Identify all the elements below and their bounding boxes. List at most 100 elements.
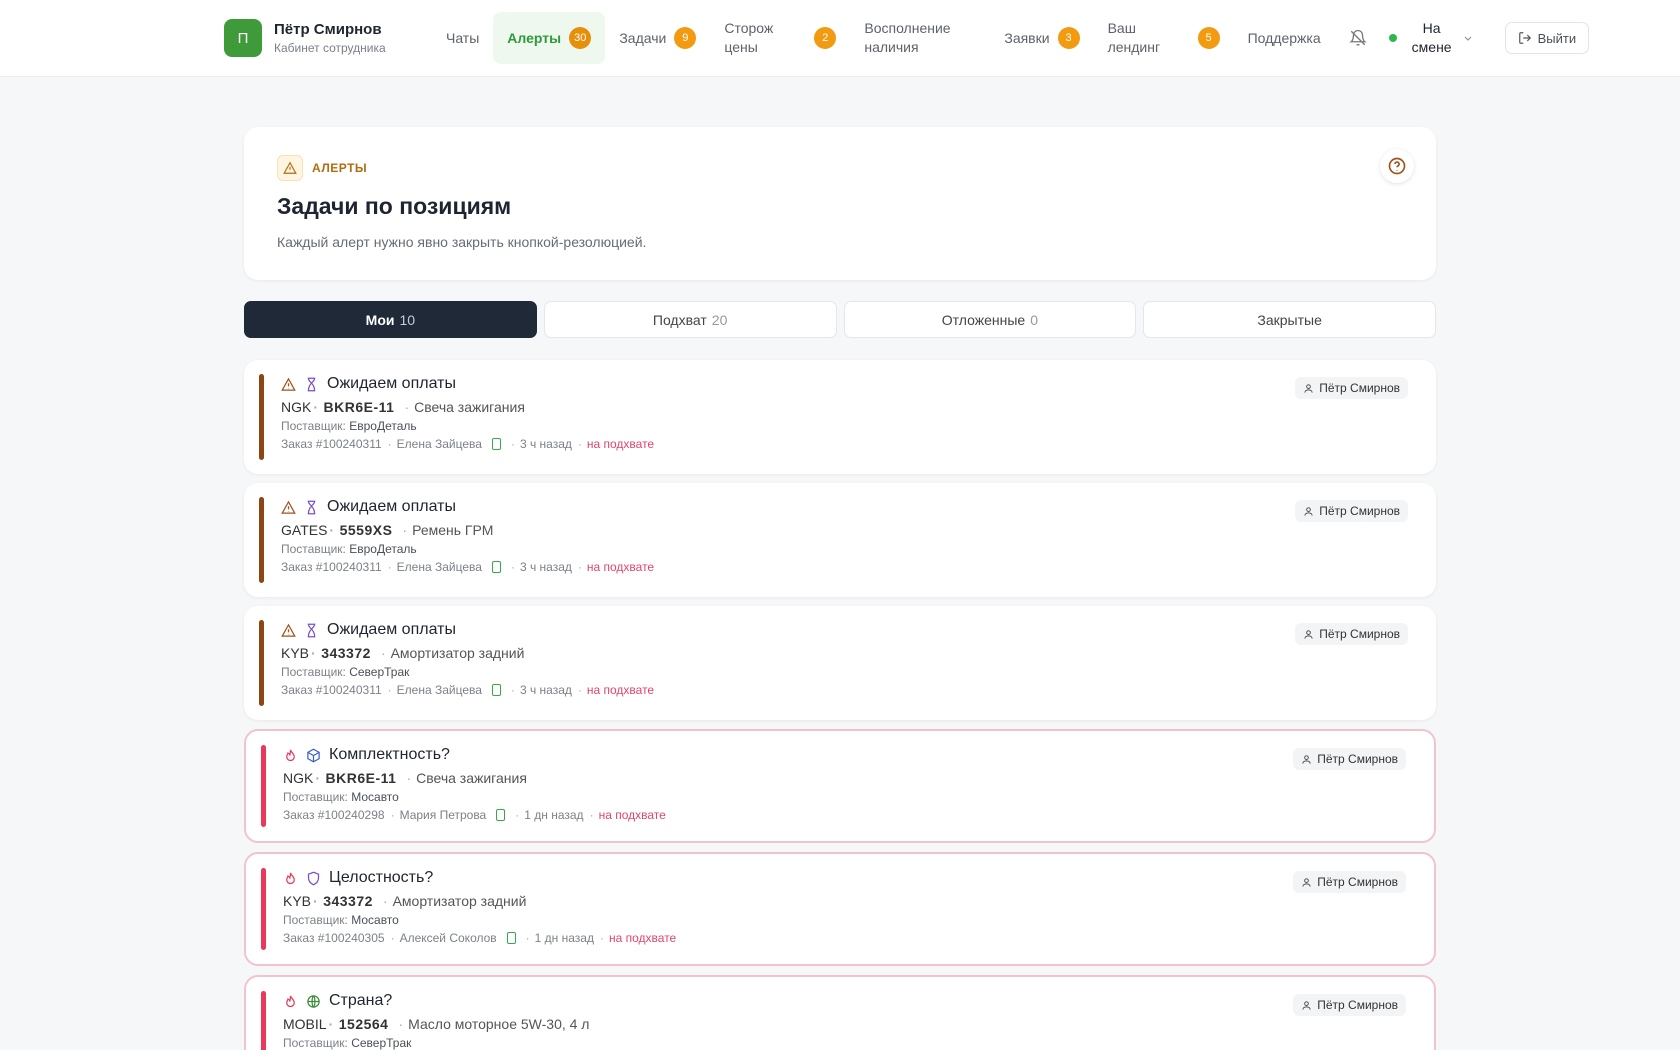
logout-label: Выйти	[1537, 30, 1577, 46]
order-row: Заказ #100240311 Елена Зайцева 3 ч назад на…	[281, 437, 1416, 451]
nav-label: Ваш лендинг	[1107, 20, 1161, 55]
supplier-row: Поставщик: СеверТрак	[281, 665, 1416, 679]
alert-title-row: Страна?	[283, 991, 1414, 1011]
tab-count: 0	[1030, 311, 1038, 328]
tab[interactable]: Подхват 20	[543, 301, 837, 338]
tab[interactable]: Отложенные 0	[843, 301, 1137, 338]
brand: NGK	[281, 399, 312, 415]
assignee-name: Пётр Смирнов	[1317, 998, 1398, 1012]
avatar: П	[224, 19, 262, 57]
phone-icon	[491, 438, 501, 450]
assignee-name: Пётр Смирнов	[1317, 875, 1398, 889]
supplier: СеверТрак	[349, 665, 410, 679]
product-name: Амортизатор задний	[383, 893, 527, 909]
icon	[281, 377, 296, 391]
assignee: Пётр Смирнов	[1295, 623, 1408, 645]
user-role: Кабинет сотрудника	[274, 41, 386, 55]
accent-bar	[261, 991, 266, 1050]
alert-card[interactable]: Страна? MOBIL152564 Масло моторное 5W-30, …	[244, 975, 1436, 1050]
status: на подхвате	[578, 683, 654, 697]
page-description: Каждый алерт нужно явно закрыть кнопкой-…	[277, 234, 647, 250]
supplier-row: Поставщик: Мосавто	[283, 913, 1414, 927]
phone-icon	[506, 932, 516, 944]
notifications[interactable]	[1348, 29, 1367, 47]
nav-badge: 9	[674, 27, 697, 49]
alert-card[interactable]: Целостность? KYB343372 Амортизатор задний П…	[244, 852, 1436, 966]
phone-icon	[491, 561, 501, 573]
sku: 5559XS	[329, 522, 392, 538]
alert-title-row: Ожидаем оплаты	[281, 374, 1416, 394]
sku: 343372	[313, 893, 373, 909]
help-button[interactable]	[1380, 149, 1414, 183]
tab[interactable]: Мои 10	[244, 301, 537, 338]
page-title: Задачи по позициям	[277, 193, 512, 219]
supplier: ЕвроДеталь	[349, 419, 417, 433]
accent-bar	[261, 868, 266, 950]
user-icon	[1302, 1000, 1311, 1010]
time: 1 дн назад	[515, 808, 583, 822]
nav-item[interactable]: Сторож цены 2	[710, 12, 850, 64]
logout-button[interactable]: Выйти	[1504, 22, 1590, 54]
nav-badge: 30	[569, 27, 592, 49]
tab[interactable]: Закрытые	[1143, 301, 1436, 338]
supplier-label: Поставщик:	[281, 542, 346, 556]
icon	[307, 994, 320, 1008]
product-row: KYB343372 Амортизатор задний	[283, 893, 1414, 909]
nav-badge: 3	[1057, 27, 1080, 49]
person: Елена Зайцева	[388, 437, 482, 451]
supplier-label: Поставщик:	[281, 665, 346, 679]
assignee: Пётр Смирнов	[1293, 994, 1406, 1016]
icon	[286, 995, 295, 1007]
nav-item[interactable]: Чаты	[432, 12, 493, 64]
tab-count: 20	[711, 311, 728, 328]
intro-card: АЛЕРТЫ Задачи по позициям Каждый алерт н…	[244, 127, 1436, 280]
supplier-row: Поставщик: Мосавто	[283, 790, 1414, 804]
nav-item[interactable]: Задачи 9	[605, 12, 710, 64]
nav-item[interactable]: Восполнение наличия	[850, 12, 990, 64]
icon	[307, 871, 320, 885]
person: Алексей Соколов	[391, 931, 497, 945]
alert-title-row: Ожидаем оплаты	[281, 497, 1416, 517]
accent-bar	[259, 497, 264, 583]
product-name: Свеча зажигания	[404, 399, 524, 415]
status: на подхвате	[590, 808, 666, 822]
icon	[307, 500, 316, 514]
user-icon	[1304, 383, 1313, 393]
status: на подхвате	[600, 931, 676, 945]
tab-label: Закрытые	[1257, 311, 1322, 328]
order: Заказ #100240311	[281, 560, 382, 574]
user-icon	[1304, 629, 1313, 639]
user-icon	[1304, 506, 1313, 516]
alert-card[interactable]: Ожидаем оплаты GATES5559XS Ремень ГРМ Поста…	[244, 483, 1436, 597]
brand: GATES	[281, 522, 328, 538]
phone-icon	[496, 809, 506, 821]
nav-item[interactable]: Ваш лендинг 5	[1094, 12, 1234, 64]
order-row: Заказ #100240311 Елена Зайцева 3 ч назад на…	[281, 683, 1416, 697]
alert-title: Страна?	[329, 992, 393, 1009]
icon	[281, 623, 296, 637]
supplier: Мосавто	[351, 913, 399, 927]
brand: KYB	[283, 893, 312, 909]
shift-status[interactable]: На смене	[1388, 19, 1473, 57]
tab-label: Мои	[365, 311, 395, 328]
nav-item[interactable]: Алерты 30	[493, 12, 606, 64]
alert-card[interactable]: Ожидаем оплаты NGKBKR6E-11 Свеча зажигания…	[244, 360, 1436, 474]
product-row: MOBIL152564 Масло моторное 5W-30, 4 л	[283, 1016, 1414, 1032]
alert-card[interactable]: Ожидаем оплаты KYB343372 Амортизатор задни…	[244, 606, 1436, 720]
nav-item[interactable]: Поддержка	[1234, 12, 1335, 64]
user-info: Пётр Смирнов Кабинет сотрудника	[274, 21, 424, 55]
icon	[281, 500, 296, 514]
accent-bar	[259, 374, 264, 460]
tab-count: 10	[399, 311, 416, 328]
order-row: Заказ #100240311 Елена Зайцева 3 ч назад на…	[281, 560, 1416, 574]
time: 3 ч назад	[511, 560, 572, 574]
accent-bar	[261, 745, 266, 827]
top-bar: П Пётр Смирнов Кабинет сотрудника Чаты Ал…	[0, 0, 1680, 77]
nav-item[interactable]: Заявки 3	[990, 12, 1093, 64]
product-row: GATES5559XS Ремень ГРМ	[281, 522, 1416, 538]
order-row: Заказ #100240298 Мария Петрова 1 дн назад н…	[283, 808, 1414, 822]
alert-card[interactable]: Комплектность? NGKBKR6E-11 Свеча зажигания…	[244, 729, 1436, 843]
assignee: Пётр Смирнов	[1295, 500, 1408, 522]
sku: 343372	[311, 645, 371, 661]
product-name: Масло моторное 5W-30, 4 л	[398, 1016, 589, 1032]
